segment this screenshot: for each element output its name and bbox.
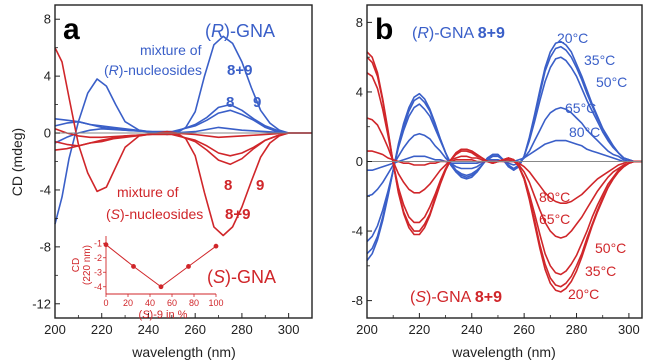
panel-a-series-line-7 (54, 132, 312, 157)
x-tick-label: 240 (138, 322, 160, 337)
inset-y-tick-label: -4 (94, 282, 102, 292)
panel-b: 200 220 240 260 280 300 8 4 0 -4 -8 b wavelength (… (351, 4, 643, 360)
panel-a-blue-8-label: 8 (226, 94, 234, 111)
panel-b-temp-20-blue: 20°C (557, 30, 588, 46)
panel-b-temp-65-blue: 65°C (565, 100, 596, 116)
panel-a-mix-s-line2: (S)-nucleosides (106, 206, 203, 222)
panel-a-xlabel: wavelength (nm) (131, 344, 236, 360)
panel-a-red-89-label: 8+9 (225, 206, 250, 223)
y-tick-label: 4 (44, 69, 51, 84)
inset-y-tick-label: -1 (94, 238, 102, 248)
inset-y-tick-label: -2 (94, 253, 102, 263)
inset-ticks: 0 20 40 60 80 100 -1 -2 -3 -4 (94, 238, 224, 308)
panel-b-series-line-5 (367, 139, 642, 171)
y-tick-label: 8 (44, 12, 51, 27)
y-tick-label: 4 (356, 84, 363, 99)
panel-b-label: b (375, 13, 393, 46)
inset-x-tick-label: 100 (208, 298, 223, 308)
panel-b-temp-80-blue: 80°C (569, 124, 600, 140)
panel-a-s-gna-label: (S)-GNA (207, 267, 276, 287)
x-tick-label: 300 (278, 322, 300, 337)
x-tick-label: 200 (356, 322, 378, 337)
panel-b-temp-35-red: 35°C (585, 263, 616, 279)
x-tick-label: 240 (461, 322, 483, 337)
panel-a-mix-r-line1: mixture of (140, 42, 202, 58)
x-tick-label: 220 (409, 322, 431, 337)
x-tick-label: 260 (513, 322, 535, 337)
inset-point (213, 243, 219, 249)
y-tick-label: -4 (39, 182, 51, 197)
panel-b-series-line-9 (366, 117, 642, 239)
inset-ylabel-line1: CD (71, 258, 82, 272)
inset-point (103, 242, 109, 248)
x-tick-label: 300 (618, 322, 640, 337)
panel-b-temp-50-blue: 50°C (596, 74, 627, 90)
y-tick-label: -4 (351, 224, 363, 239)
panel-a-mix-s-line1: mixture of (117, 184, 179, 200)
panel-a-red-8-label: 8 (224, 177, 232, 194)
x-tick-label: 220 (91, 322, 113, 337)
panel-b-temp-50-red: 50°C (595, 240, 626, 256)
y-tick-label: -8 (39, 239, 51, 254)
panel-b-series-line-4 (366, 106, 642, 198)
inset-xlabel: (S)-9 in % (139, 309, 188, 321)
panel-b-r-title: (R)-GNA 8+9 (412, 25, 505, 42)
panel-a-series-line-8 (54, 128, 312, 139)
inset-point (131, 264, 136, 269)
panel-a-series-line-3 (54, 109, 312, 134)
x-tick-label: 200 (44, 322, 66, 337)
panel-a-r-gna-label: (R)-GNA (205, 21, 275, 41)
inset-x-tick-label: 80 (189, 298, 199, 308)
panel-a-inset: 0 20 40 60 80 100 -1 -2 -3 -4 CD (220 nm) (S)-9 i… (71, 236, 224, 321)
x-tick-label: 280 (566, 322, 588, 337)
panel-b-temp-20-red: 20°C (568, 286, 599, 302)
inset-y-tick-label: -3 (94, 267, 102, 277)
panel-a-ylabel: CD (mdeg) (9, 128, 25, 196)
inset-point (158, 284, 164, 290)
panel-a-red-9-label: 9 (256, 177, 264, 194)
y-tick-label: 0 (44, 126, 51, 141)
panel-a-series-lines (54, 35, 312, 237)
y-tick-label: 8 (356, 15, 363, 30)
panel-b-ticks: 200 220 240 260 280 300 8 4 0 -4 -8 (351, 15, 639, 337)
inset-x-tick-label: 40 (145, 298, 155, 308)
y-tick-label: -8 (351, 293, 363, 308)
panel-a-label: a (63, 13, 80, 46)
inset-x-tick-label: 0 (103, 298, 108, 308)
inset-x-tick-label: 20 (123, 298, 133, 308)
panel-a-blue-89-label: 8+9 (227, 62, 252, 79)
panel-b-temp-80-red: 80°C (539, 189, 570, 205)
panel-b-temp-65-red: 65°C (539, 211, 570, 227)
panel-b-series-lines (366, 40, 642, 293)
inset-x-tick-label: 60 (167, 298, 177, 308)
x-tick-label: 260 (184, 322, 206, 337)
x-tick-label: 280 (231, 322, 253, 337)
inset-points (103, 242, 219, 290)
panel-a-blue-9-label: 9 (253, 94, 261, 111)
inset-line (105, 244, 217, 288)
y-tick-label: -12 (32, 296, 51, 311)
panel-b-temp-35-blue: 35°C (584, 52, 615, 68)
panel-b-xlabel: wavelength (nm) (451, 344, 556, 360)
y-tick-label: 0 (356, 154, 363, 169)
inset-point (186, 264, 191, 269)
inset-ylabel-line2: (220 nm) (82, 245, 93, 285)
panel-b-s-title: (S)-GNA 8+9 (410, 289, 502, 306)
panel-a-mix-r-line2: (R)-nucleosides (104, 62, 202, 78)
